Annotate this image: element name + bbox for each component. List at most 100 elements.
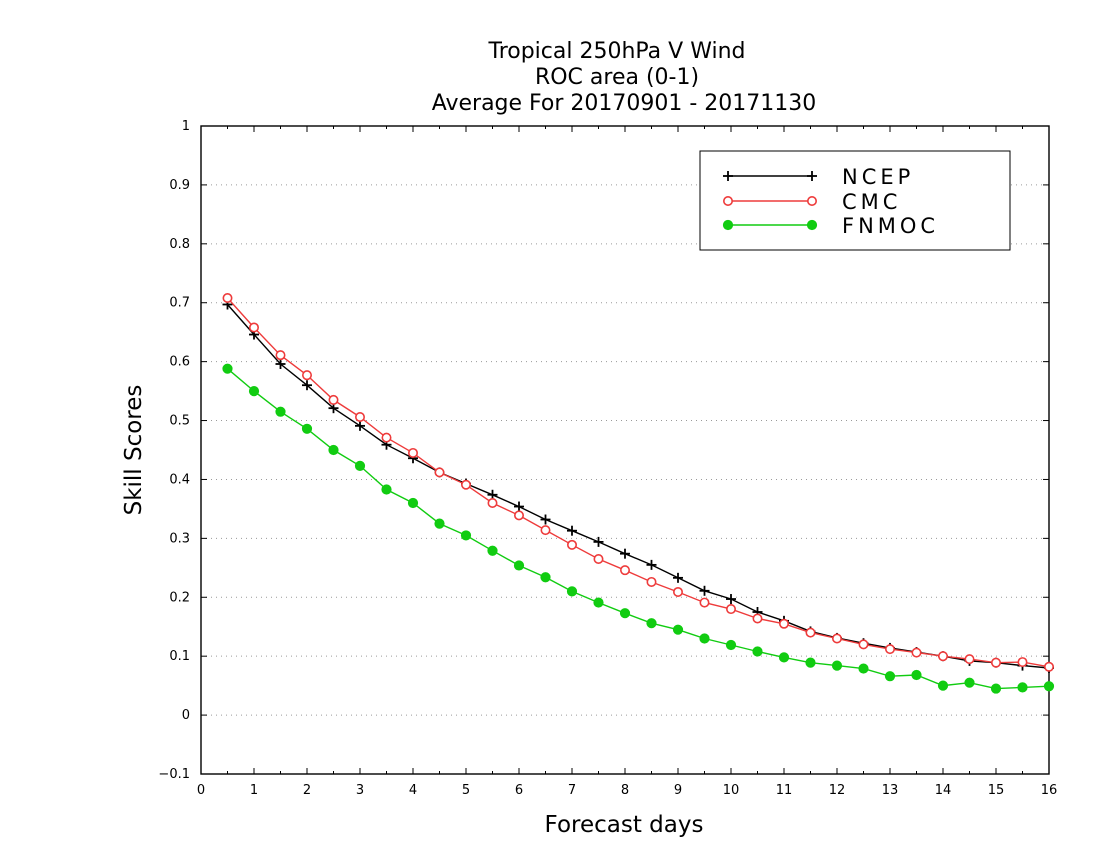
legend-marker-fnmoc [722,219,734,231]
data-point-fnmoc [566,586,578,597]
data-point-fnmoc [275,406,286,417]
y-tick-label: 0.9 [169,178,190,193]
data-point-fnmoc [248,385,260,397]
data-point-cmc [831,633,842,644]
data-point-cmc [778,618,789,629]
data-point-fnmoc [858,663,869,674]
data-point-cmc [1044,661,1055,672]
data-point-cmc [301,370,312,381]
x-tick-label: 5 [462,783,470,798]
x-tick-label: 3 [356,783,364,798]
x-axis-label: Forecast days [545,812,704,838]
x-tick-label: 15 [988,783,1005,798]
data-point-fnmoc [487,545,498,556]
data-point-cmc [858,639,869,650]
y-tick-label: 1 [182,119,190,134]
x-tick-label: 16 [1041,783,1058,798]
x-tick-label: 10 [723,783,740,798]
series-line-ncep [226,304,1050,669]
chart-title-line-3: Average For 20170901 - 20171130 [432,91,817,116]
data-point-fnmoc [381,484,392,495]
data-point-fnmoc [619,608,631,619]
data-point-cmc [407,447,418,458]
data-point-cmc [275,350,286,361]
y-tick-label: 0.7 [169,296,190,311]
y-tick-label: 0.8 [169,237,190,252]
data-point-fnmoc [937,680,949,691]
x-tick-label: 4 [409,783,417,798]
x-tick-label: 12 [829,783,846,798]
data-point-ncep [355,420,365,431]
data-point-cmc [672,586,683,597]
data-point-fnmoc [805,657,816,668]
gridlines [201,184,1049,716]
data-point-fnmoc [593,597,604,608]
data-point-fnmoc [354,460,366,472]
x-tick-label: 6 [515,783,523,798]
data-point-ncep [620,548,630,559]
data-point-fnmoc [328,444,339,456]
chart-title-line-2: ROC area (0-1) [535,65,699,90]
legend-label-ncep: NCEP [842,165,914,189]
data-point-cmc [964,654,975,665]
data-point-ncep [646,559,657,570]
data-point-fnmoc [434,518,445,529]
y-tick-label: −0.1 [158,767,190,782]
data-point-cmc [460,479,471,490]
data-point-cmc [222,293,233,304]
series-group [222,293,1055,694]
y-tick-label: 0 [182,708,190,723]
data-point-fnmoc [990,683,1002,694]
data-point-fnmoc [460,530,472,541]
data-point-fnmoc [407,497,419,509]
data-point-fnmoc [222,363,233,374]
data-point-cmc [487,498,498,509]
legend-marker-cmc [806,196,817,207]
data-point-ncep [514,501,524,512]
data-point-cmc [752,613,763,624]
data-point-fnmoc [1043,681,1055,692]
x-tick-label: 8 [621,783,629,798]
series-line-cmc [226,297,1050,668]
data-point-ncep [726,594,736,605]
data-point-fnmoc [646,618,657,629]
data-point-ncep [567,525,577,536]
data-point-fnmoc [778,652,790,663]
series-line-fnmoc [227,368,1050,690]
data-point-ncep [673,572,683,583]
data-point-ncep [302,380,312,391]
legend-marker-ncep [807,171,817,181]
data-point-cmc [805,627,816,638]
y-axis-label: Skill Scores [121,385,147,516]
legend-marker-cmc [722,196,733,207]
data-point-fnmoc [699,633,710,644]
legend-marker-fnmoc [806,219,818,231]
data-point-cmc [593,553,604,564]
x-tick-label: 14 [935,783,952,798]
data-point-cmc [884,644,895,655]
data-point-ncep [275,358,286,369]
data-point-cmc [725,604,736,615]
legend-label-cmc: CMC [842,190,901,214]
y-tick-label: 0.6 [169,355,190,370]
y-tick-label: 0.2 [169,590,190,605]
x-tick-label: 7 [568,783,576,798]
data-point-fnmoc [752,646,763,657]
data-point-cmc [354,412,365,423]
data-point-ncep [699,585,710,596]
data-point-cmc [990,657,1001,668]
data-point-fnmoc [1017,682,1028,693]
data-point-fnmoc [301,423,313,434]
y-axis-ticks: −0.1 0 0.1 0.2 0.3 0.4 0.5 0.6 0.7 0.8 0.9 1 [158,119,1049,782]
data-point-fnmoc [725,639,737,651]
x-tick-label: 11 [776,783,793,798]
data-point-ncep [593,536,604,547]
data-point-fnmoc [884,671,896,682]
data-point-cmc [566,539,577,550]
y-tick-label: 0.4 [169,472,190,487]
x-axis-ticks: 0 1 2 3 4 5 6 7 8 9 10 11 12 13 14 15 16 [197,126,1057,798]
data-point-fnmoc [911,669,922,681]
data-point-cmc [540,525,551,536]
